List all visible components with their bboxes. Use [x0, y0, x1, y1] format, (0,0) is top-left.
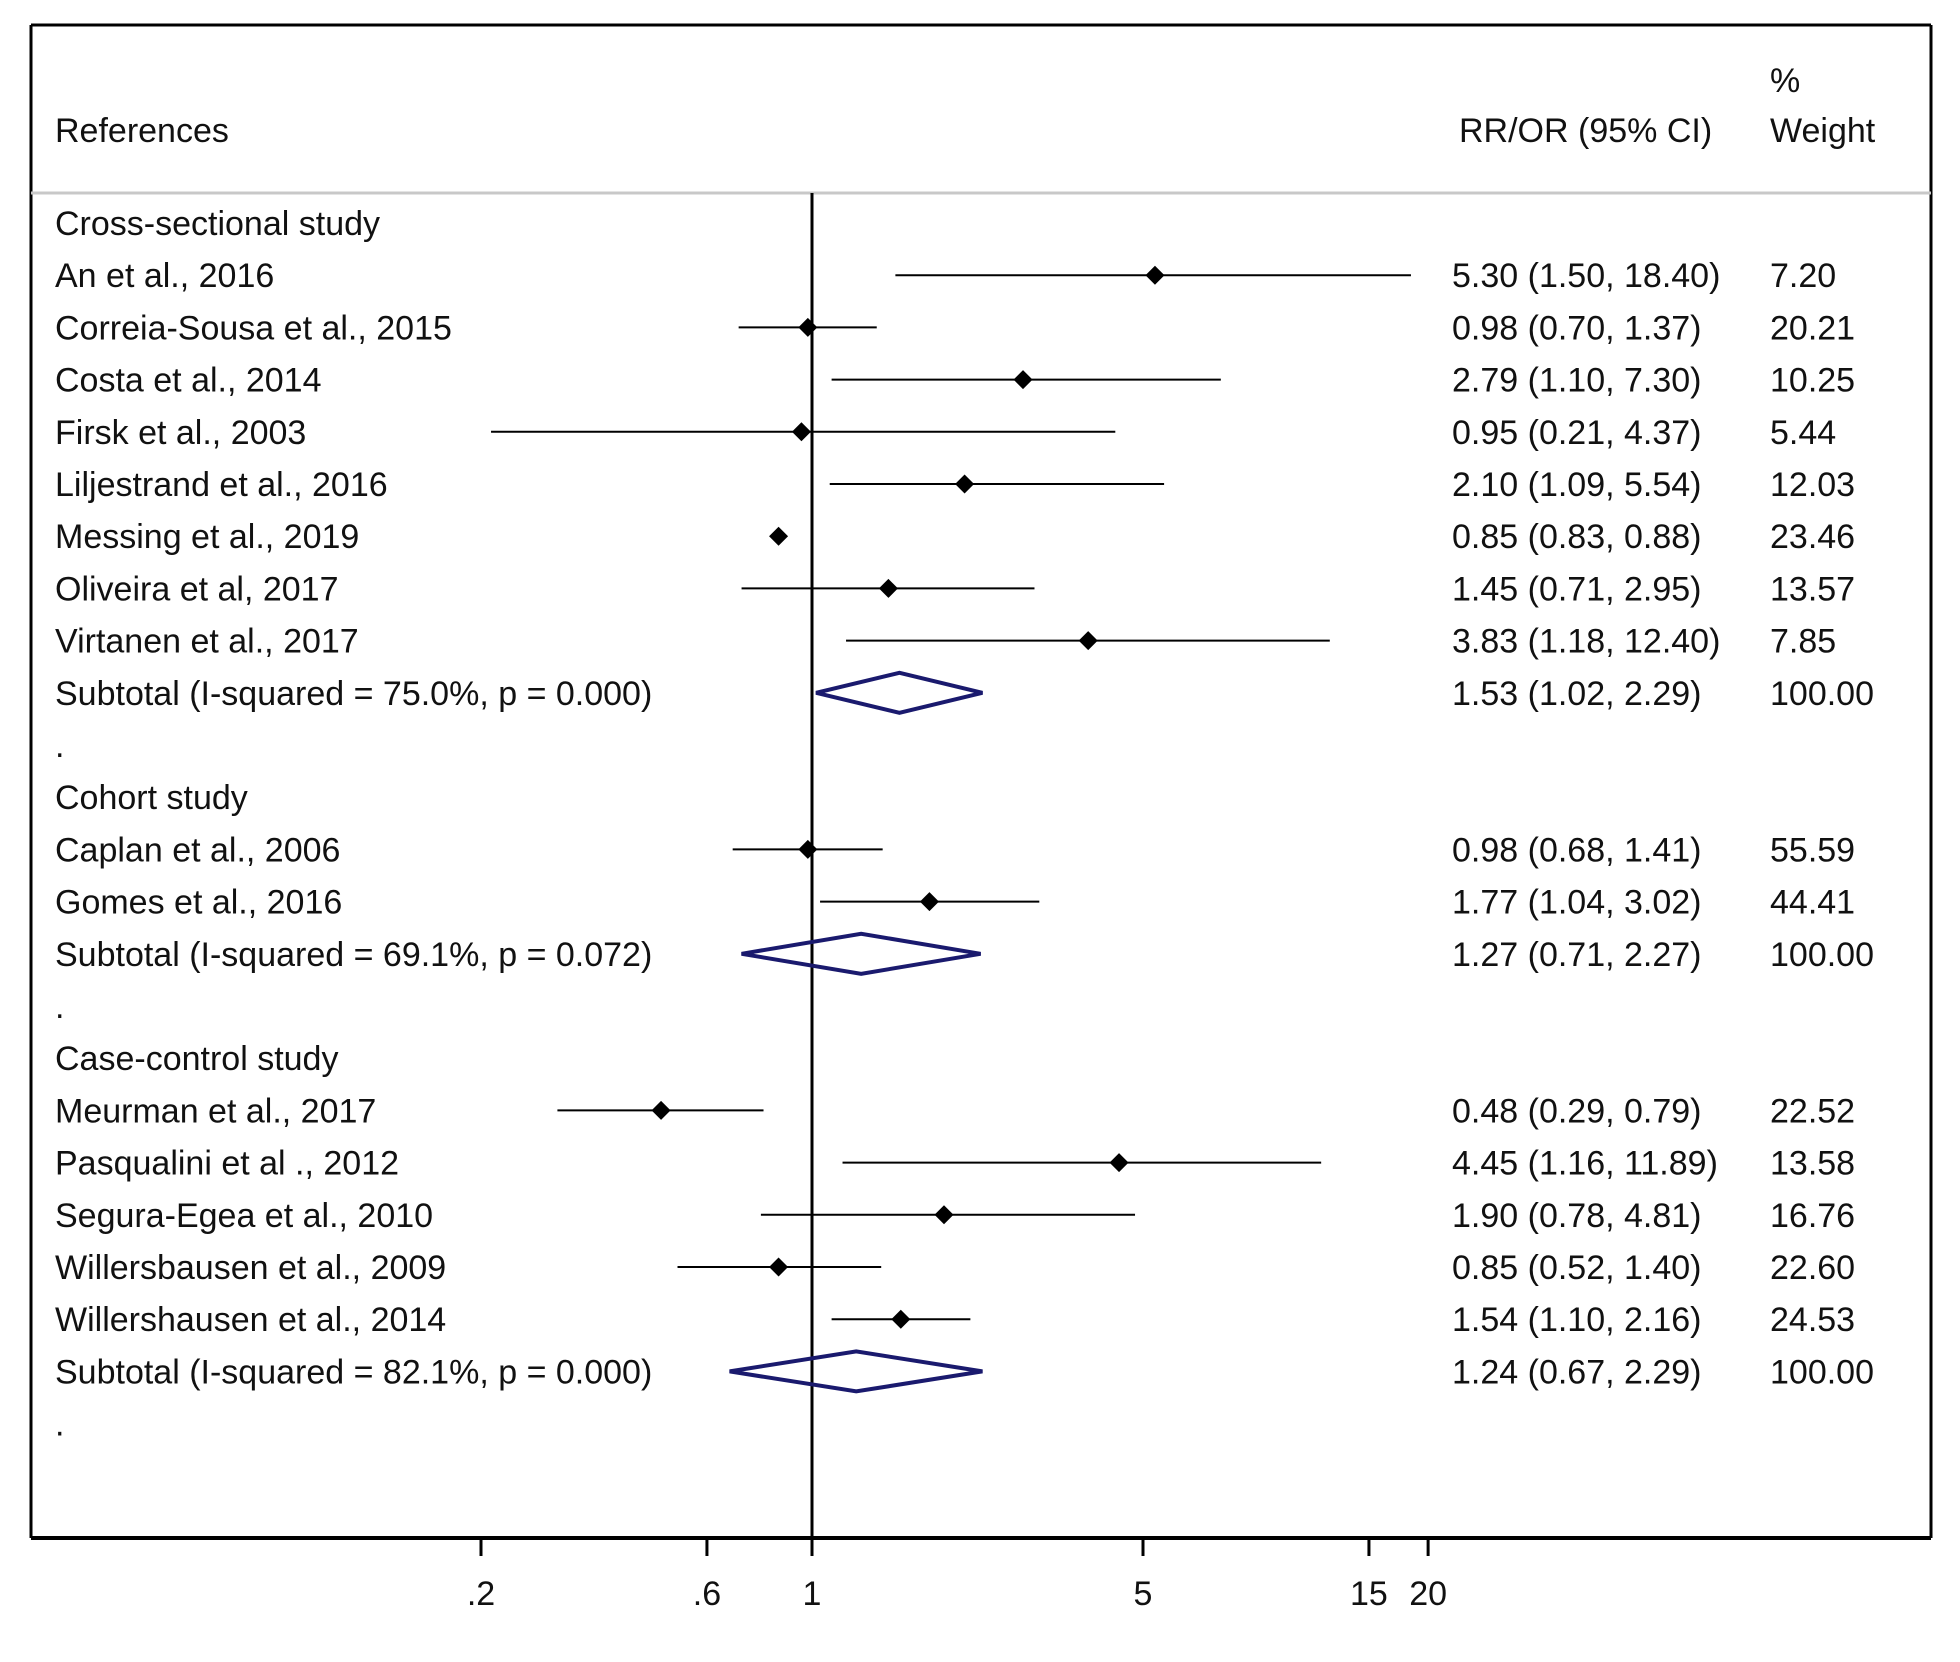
subtotal-weight-text: 100.00 [1770, 936, 1874, 974]
study-name: Segura-Egea et al., 2010 [55, 1197, 433, 1235]
subtotal-diamond [815, 670, 983, 715]
subtotal-estimate-text: 1.53 (1.02, 2.29) [1452, 675, 1702, 713]
study-name: Meurman et al., 2017 [55, 1092, 376, 1130]
group-label: Case-control study [55, 1040, 338, 1078]
weight-text: 16.76 [1770, 1197, 1855, 1235]
estimate-ci-text: 0.85 (0.83, 0.88) [1452, 518, 1702, 556]
point-estimate-marker [878, 578, 898, 598]
estimate-ci-text: 2.10 (1.09, 5.54) [1452, 466, 1702, 504]
point-estimate-marker [651, 1100, 671, 1120]
estimate-ci-text: 1.45 (0.71, 2.95) [1452, 570, 1702, 608]
weight-column-header-label: Weight [1770, 112, 1876, 150]
point-estimate-marker [891, 1309, 911, 1329]
group-separator-dot: . [55, 1406, 64, 1444]
study-name: Willershausen et al., 2014 [55, 1301, 446, 1339]
weight-text: 24.53 [1770, 1301, 1855, 1339]
estimate-ci-text: 0.98 (0.68, 1.41) [1452, 831, 1702, 869]
study-name: Pasqualini et al ., 2012 [55, 1145, 399, 1183]
estimate-ci-text: 4.45 (1.16, 11.89) [1452, 1145, 1718, 1183]
estimate-ci-text: 3.83 (1.18, 12.40) [1452, 623, 1720, 661]
point-estimate-marker [934, 1205, 954, 1225]
group-label: Cohort study [55, 779, 248, 817]
estimate-column-header: RR/OR (95% CI) [1459, 112, 1712, 150]
weight-text: 13.57 [1770, 570, 1855, 608]
forest-rows: Cross-sectional study An et al., 2016 5.30… [55, 205, 1874, 1444]
estimate-ci-text: 0.98 (0.70, 1.37) [1452, 309, 1702, 347]
point-estimate-marker [1145, 265, 1165, 285]
estimate-ci-text: 5.30 (1.50, 18.40) [1452, 257, 1720, 295]
study-name: Willersbausen et al., 2009 [55, 1249, 446, 1287]
subtotal-label: Subtotal (I-squared = 69.1%, p = 0.072) [55, 936, 652, 974]
weight-text: 7.20 [1770, 257, 1836, 295]
subtotal-diamond [741, 931, 981, 976]
estimate-ci-text: 2.79 (1.10, 7.30) [1452, 362, 1702, 400]
weight-text: 55.59 [1770, 831, 1855, 869]
subtotal-label: Subtotal (I-squared = 82.1%, p = 0.000) [55, 1353, 652, 1391]
study-name: Liljestrand et al., 2016 [55, 466, 388, 504]
weight-text: 20.21 [1770, 309, 1855, 347]
estimate-ci-text: 0.85 (0.52, 1.40) [1452, 1249, 1702, 1287]
weight-text: 22.60 [1770, 1249, 1855, 1287]
study-name: Oliveira et al, 2017 [55, 570, 339, 608]
estimate-ci-text: 0.48 (0.29, 0.79) [1452, 1092, 1702, 1130]
group-label: Cross-sectional study [55, 205, 380, 243]
x-tick-label: 15 [1350, 1575, 1388, 1613]
x-tick-label: 20 [1409, 1575, 1447, 1613]
x-tick-label: 5 [1134, 1575, 1153, 1613]
group-separator-dot: . [55, 988, 64, 1026]
weight-text: 5.44 [1770, 414, 1836, 452]
point-estimate-marker [769, 1257, 789, 1277]
study-name: Messing et al., 2019 [55, 518, 359, 556]
subtotal-diamond [729, 1349, 983, 1394]
subtotal-weight-text: 100.00 [1770, 675, 1874, 713]
weight-text: 22.52 [1770, 1092, 1855, 1130]
study-name: Costa et al., 2014 [55, 362, 322, 400]
point-estimate-marker [1078, 631, 1098, 651]
weight-text: 10.25 [1770, 362, 1855, 400]
group-separator-dot: . [55, 727, 64, 765]
weight-column-header-percent: % [1770, 62, 1800, 100]
subtotal-estimate-text: 1.24 (0.67, 2.29) [1452, 1353, 1702, 1391]
weight-text: 23.46 [1770, 518, 1855, 556]
point-estimate-marker [798, 317, 818, 337]
weight-text: 12.03 [1770, 466, 1855, 504]
point-estimate-marker [919, 892, 939, 912]
subtotal-estimate-text: 1.27 (0.71, 2.27) [1452, 936, 1702, 974]
x-tick-label: .2 [467, 1575, 495, 1613]
estimate-ci-text: 1.90 (0.78, 4.81) [1452, 1197, 1702, 1235]
point-estimate-marker [798, 839, 818, 859]
point-estimate-marker [1013, 370, 1033, 390]
point-estimate-marker [769, 526, 789, 546]
x-tick-label: 1 [803, 1575, 822, 1613]
x-tick-label: .6 [693, 1575, 721, 1613]
weight-text: 7.85 [1770, 623, 1836, 661]
estimate-ci-text: 1.77 (1.04, 3.02) [1452, 884, 1702, 922]
subtotal-weight-text: 100.00 [1770, 1353, 1874, 1391]
point-estimate-marker [955, 474, 975, 494]
study-name: An et al., 2016 [55, 257, 274, 295]
study-name: Virtanen et al., 2017 [55, 623, 359, 661]
point-estimate-marker [1109, 1153, 1129, 1173]
weight-text: 13.58 [1770, 1145, 1855, 1183]
x-axis: .2.6 1 5 15 20 [467, 1538, 1447, 1613]
study-name: Caplan et al., 2006 [55, 831, 340, 869]
estimate-ci-text: 1.54 (1.10, 2.16) [1452, 1301, 1702, 1339]
study-name: Firsk et al., 2003 [55, 414, 306, 452]
subtotal-label: Subtotal (I-squared = 75.0%, p = 0.000) [55, 675, 652, 713]
weight-text: 44.41 [1770, 884, 1855, 922]
study-name: Gomes et al., 2016 [55, 884, 342, 922]
study-name: Correia-Sousa et al., 2015 [55, 309, 452, 347]
point-estimate-marker [791, 422, 811, 442]
references-column-header: References [55, 112, 229, 150]
estimate-ci-text: 0.95 (0.21, 4.37) [1452, 414, 1702, 452]
